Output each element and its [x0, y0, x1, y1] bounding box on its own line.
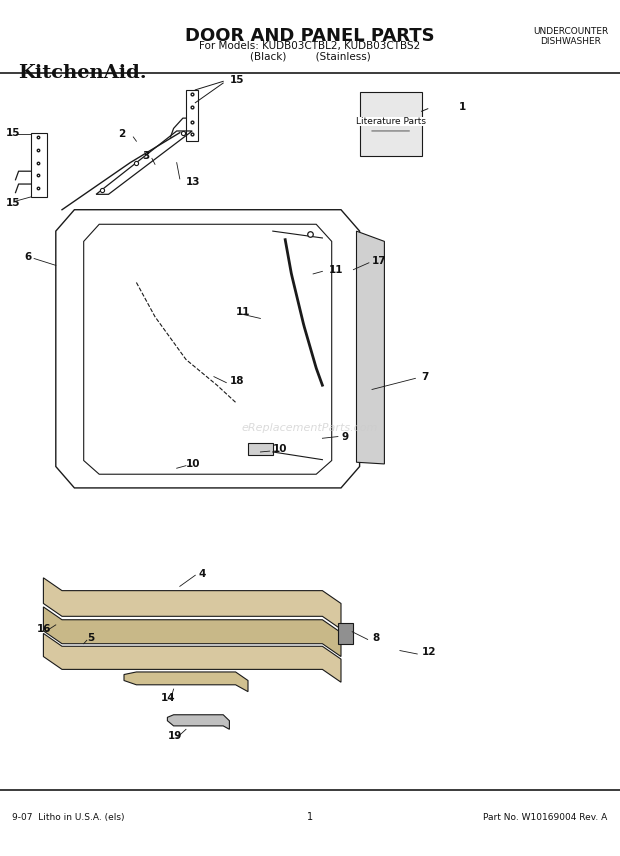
Text: 14: 14: [161, 693, 176, 703]
Text: 1: 1: [459, 102, 466, 112]
Polygon shape: [43, 607, 341, 657]
Text: 15: 15: [229, 75, 244, 86]
Text: KitchenAid.: KitchenAid.: [19, 64, 147, 82]
Polygon shape: [167, 715, 229, 729]
Text: 2: 2: [118, 129, 125, 140]
Polygon shape: [43, 633, 341, 682]
Polygon shape: [356, 231, 384, 464]
Text: eReplacementParts.com: eReplacementParts.com: [242, 423, 378, 433]
Polygon shape: [248, 443, 273, 455]
Text: (Black)         (Stainless): (Black) (Stainless): [250, 51, 370, 62]
Text: DISHWASHER: DISHWASHER: [540, 37, 601, 46]
Text: 6: 6: [25, 252, 32, 262]
Text: 3: 3: [143, 151, 150, 161]
Text: DOOR AND PANEL PARTS: DOOR AND PANEL PARTS: [185, 27, 435, 45]
Text: 15: 15: [6, 128, 20, 138]
Text: 11: 11: [236, 307, 250, 318]
Text: 18: 18: [229, 376, 244, 386]
Text: 10: 10: [186, 459, 200, 469]
Text: 5: 5: [87, 633, 94, 643]
Text: 19: 19: [167, 731, 182, 741]
Text: 12: 12: [422, 647, 436, 657]
Polygon shape: [124, 672, 248, 692]
FancyBboxPatch shape: [360, 92, 422, 156]
Text: UNDERCOUNTER: UNDERCOUNTER: [533, 27, 608, 37]
Text: 1: 1: [307, 812, 313, 823]
Text: 10: 10: [273, 444, 287, 455]
Text: Literature Parts: Literature Parts: [356, 117, 425, 126]
Text: 16: 16: [37, 624, 51, 634]
Polygon shape: [43, 578, 341, 629]
Text: 9: 9: [341, 431, 348, 442]
Text: 8: 8: [372, 633, 379, 643]
Polygon shape: [338, 623, 353, 644]
Text: 11: 11: [329, 265, 343, 275]
Text: Part No. W10169004 Rev. A: Part No. W10169004 Rev. A: [484, 813, 608, 822]
Text: 15: 15: [6, 198, 20, 208]
Text: For Models: KUDB03CTBL2, KUDB03CTBS2: For Models: KUDB03CTBL2, KUDB03CTBS2: [200, 41, 420, 51]
Text: 4: 4: [198, 568, 206, 579]
Text: 9-07  Litho in U.S.A. (els): 9-07 Litho in U.S.A. (els): [12, 813, 125, 822]
Text: 13: 13: [186, 177, 200, 187]
Text: 7: 7: [422, 372, 429, 382]
Text: 17: 17: [372, 256, 387, 266]
